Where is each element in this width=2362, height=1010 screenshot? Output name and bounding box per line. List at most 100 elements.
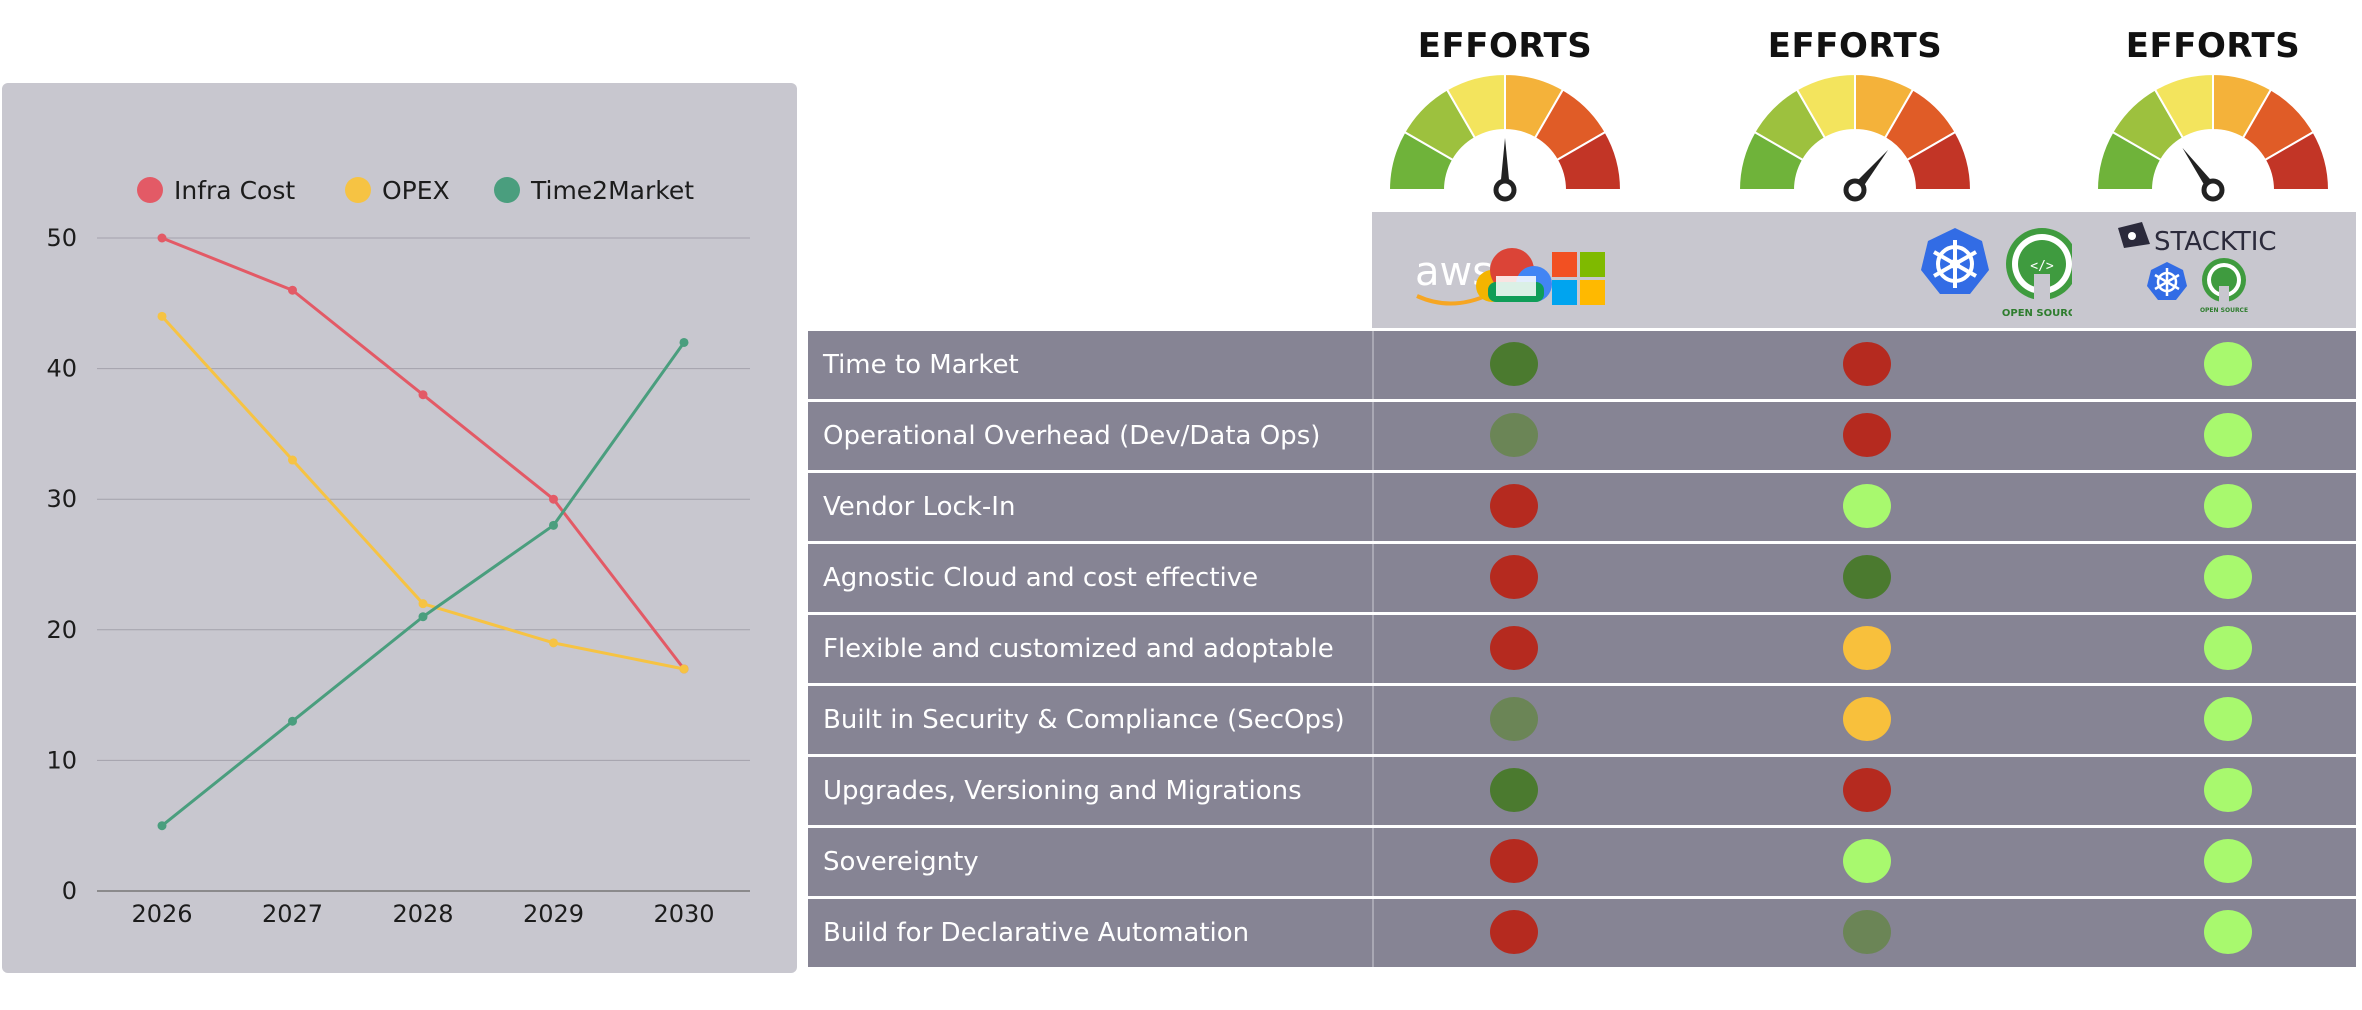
efforts-gauge-2: EFFORTS — [1725, 20, 1985, 210]
kubernetes-icon — [1921, 228, 1989, 294]
table-row: Upgrades, Versioning and Migrations — [808, 757, 2356, 825]
status-dot-col1 — [1490, 626, 1538, 670]
status-dot-col2 — [1843, 697, 1891, 741]
status-dot-col1 — [1490, 342, 1538, 386]
gauge-hub — [2201, 178, 2225, 202]
data-point — [288, 285, 297, 295]
data-point — [157, 233, 167, 243]
table-row: Sovereignty — [808, 828, 2356, 896]
gauge-hub — [1493, 178, 1517, 202]
provider-logo-header: aws — [1372, 212, 2356, 328]
gauge-dial — [1387, 72, 1623, 202]
y-tick-label: 50 — [46, 224, 77, 252]
data-point — [679, 337, 689, 347]
row-label: Agnostic Cloud and cost effective — [823, 563, 1259, 593]
legend-label: OPEX — [382, 176, 450, 205]
status-dot-col1 — [1490, 413, 1538, 457]
column-divider — [1372, 473, 1374, 541]
status-dot-col1 — [1490, 768, 1538, 812]
efforts-gauge-3: EFFORTS — [2083, 20, 2343, 210]
table-row: Vendor Lock-In — [808, 473, 2356, 541]
open-source-icon: </> OPEN SOURCE — [2002, 228, 2082, 319]
status-dot-col1 — [1490, 839, 1538, 883]
row-label: Operational Overhead (Dev/Data Ops) — [823, 421, 1321, 451]
cloud-icon — [1476, 248, 1552, 302]
column-divider — [1372, 331, 1374, 399]
column-divider — [1372, 899, 1374, 967]
row-label: Time to Market — [823, 350, 1019, 380]
row-label: Sovereignty — [823, 847, 979, 877]
data-point — [418, 390, 428, 400]
table-row: Built in Security & Compliance (SecOps) — [808, 686, 2356, 754]
y-tick-label: 0 — [62, 877, 77, 905]
status-dot-col2 — [1843, 768, 1891, 812]
hyperscaler-logos: aws — [1372, 212, 1722, 328]
status-dot-col3 — [2204, 413, 2252, 457]
row-label: Upgrades, Versioning and Migrations — [823, 776, 1302, 806]
y-tick-label: 40 — [46, 355, 77, 383]
column-divider — [1372, 544, 1374, 612]
windows-icon — [1552, 252, 1605, 305]
status-dot-col2 — [1843, 342, 1891, 386]
gauge-segment — [1905, 130, 1973, 191]
open-source-text: OPEN SOURCE — [2200, 307, 2248, 314]
data-point — [549, 520, 558, 530]
status-dot-col3 — [2204, 626, 2252, 670]
gauge-hub — [1843, 178, 1867, 202]
stacktic-logos: STACKTIC OPEN SOURCE — [2072, 212, 2356, 328]
status-dot-col3 — [2204, 342, 2252, 386]
gauge-dial — [1737, 72, 1973, 202]
kubernetes-opensource-logos: </> OPEN SOURCE — [1722, 212, 2082, 328]
status-dot-col3 — [2204, 839, 2252, 883]
gauge-segment — [2263, 130, 2331, 191]
legend-marker — [137, 177, 163, 203]
data-point — [288, 455, 297, 465]
status-dot-col1 — [1490, 555, 1538, 599]
data-point — [549, 494, 558, 504]
column-divider — [1372, 402, 1374, 470]
data-point — [679, 664, 689, 674]
open-source-text: OPEN SOURCE — [2002, 308, 2072, 319]
legend-label: Time2Market — [530, 176, 694, 205]
kubernetes-icon — [2147, 262, 2187, 300]
table-row: Time to Market — [808, 331, 2356, 399]
status-dot-col2 — [1843, 413, 1891, 457]
table-row: Operational Overhead (Dev/Data Ops) — [808, 402, 2356, 470]
status-dot-col3 — [2204, 768, 2252, 812]
column-divider — [1372, 615, 1374, 683]
status-dot-col1 — [1490, 910, 1538, 954]
data-point — [418, 612, 428, 622]
gauge-needle — [1500, 138, 1510, 190]
status-dot-col3 — [2204, 910, 2252, 954]
x-tick-label: 2030 — [653, 900, 714, 928]
svg-text:</>: </> — [2030, 259, 2054, 274]
status-dot-col2 — [1843, 484, 1891, 528]
row-label: Build for Declarative Automation — [823, 918, 1250, 948]
column-divider — [1372, 757, 1374, 825]
y-tick-label: 10 — [46, 746, 77, 774]
gauge-title: EFFORTS — [2125, 26, 2301, 66]
status-dot-col2 — [1843, 626, 1891, 670]
row-label: Flexible and customized and adoptable — [823, 634, 1334, 664]
status-dot-col3 — [2204, 555, 2252, 599]
status-dot-col3 — [2204, 697, 2252, 741]
efforts-gauge-1: EFFORTS — [1375, 20, 1635, 210]
x-tick-label: 2027 — [262, 900, 323, 928]
y-tick-label: 20 — [46, 616, 77, 644]
y-tick-label: 30 — [46, 485, 77, 513]
column-divider — [1372, 686, 1374, 754]
gauge-title: EFFORTS — [1417, 26, 1593, 66]
data-point — [157, 821, 167, 831]
data-point — [288, 716, 297, 726]
status-dot-col3 — [2204, 484, 2252, 528]
table-row: Flexible and customized and adoptable — [808, 615, 2356, 683]
open-source-icon: OPEN SOURCE — [2200, 258, 2248, 314]
legend-label: Infra Cost — [174, 176, 295, 205]
data-point — [418, 599, 428, 609]
column-divider — [1372, 828, 1374, 896]
x-tick-label: 2028 — [392, 900, 453, 928]
row-label: Vendor Lock-In — [823, 492, 1016, 522]
series-line — [161, 341, 686, 827]
table-row: Agnostic Cloud and cost effective — [808, 544, 2356, 612]
